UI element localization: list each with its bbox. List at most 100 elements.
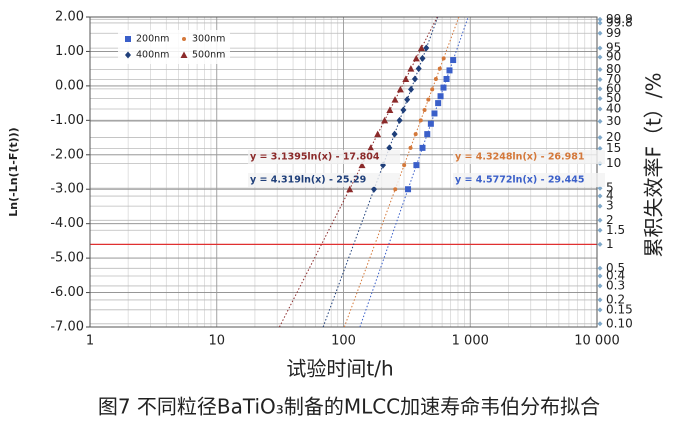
- point: [430, 87, 435, 92]
- y2-tick-label: 99: [606, 26, 621, 40]
- point: [415, 65, 422, 73]
- point: [435, 100, 442, 107]
- point: [370, 185, 377, 193]
- point: [419, 144, 426, 151]
- point: [367, 144, 375, 151]
- x-tick-label: 1 000: [452, 334, 489, 349]
- y2-tick-marker: [597, 307, 603, 313]
- y2-tick-label: 50: [606, 91, 621, 105]
- point: [443, 76, 450, 82]
- y-tick-label: 1.00: [55, 44, 84, 59]
- point: [427, 120, 434, 127]
- fit-label-box: [453, 150, 605, 164]
- fit-label: y = 4.319ln(x) - 25.29: [250, 175, 366, 186]
- y2-tick-marker: [597, 30, 603, 36]
- point: [437, 93, 444, 100]
- y2-tick-label: 99.9: [606, 12, 633, 26]
- y-tick-label: -1.00: [50, 113, 84, 128]
- y2-tick-label: 10: [606, 156, 621, 170]
- point: [408, 145, 413, 150]
- y2-tick-label: 3: [606, 199, 614, 213]
- y2-tick-marker: [597, 66, 603, 72]
- y2-tick-label: 20: [606, 130, 621, 144]
- point: [426, 97, 431, 102]
- legend: 200nm 300nm 400nm 500nm: [118, 30, 230, 64]
- point: [396, 85, 404, 93]
- y2-tick-label: 1: [606, 237, 614, 251]
- y2-tick-marker: [597, 106, 603, 112]
- x-axis-label: 试验时间t/h: [286, 357, 393, 381]
- legend-label: 300nm: [192, 34, 225, 45]
- point: [391, 130, 398, 138]
- x-tick-label: 10: [208, 334, 225, 349]
- y2-tick-label: 30: [606, 114, 621, 128]
- point: [402, 75, 410, 82]
- point: [423, 44, 430, 52]
- y2-tick-marker: [597, 86, 603, 92]
- y2-tick-marker: [597, 16, 603, 22]
- legend-marker: [125, 51, 131, 59]
- y2-tick-label: 0.15: [606, 302, 633, 316]
- y-tick-label: -3.00: [50, 182, 84, 197]
- point: [441, 56, 446, 61]
- y2-tick-marker: [597, 45, 603, 51]
- point: [424, 131, 431, 138]
- y2-tick-label: 15: [606, 141, 621, 155]
- point: [381, 116, 389, 124]
- y2-tick-marker: [597, 118, 603, 124]
- point: [422, 108, 427, 112]
- y-tick-label: -5.00: [50, 251, 84, 266]
- point: [358, 161, 366, 169]
- fit-label-box: [453, 173, 605, 187]
- y-tick-label: -2.00: [50, 147, 84, 162]
- y2-tick-marker: [597, 321, 603, 327]
- x-tick-label: 100: [331, 334, 356, 349]
- y2-tick-label: 99.8: [606, 15, 633, 29]
- y2-tick-label: 1.5: [606, 223, 625, 237]
- point: [374, 130, 382, 138]
- y2-tick-label: 0.10: [606, 316, 633, 330]
- point: [393, 187, 398, 192]
- y2-tick-marker: [597, 20, 603, 26]
- fit-line: [322, 17, 439, 327]
- point: [404, 96, 411, 104]
- point: [431, 110, 438, 117]
- y-tick-label: -7.00: [50, 320, 84, 335]
- y2-tick-marker: [597, 217, 603, 223]
- y2-tick-marker: [597, 227, 603, 233]
- y2-tick-label: 40: [606, 102, 621, 116]
- y2-tick-label: 60: [606, 81, 621, 95]
- legend-label: 500nm: [192, 50, 225, 61]
- y2-tick-marker: [597, 193, 603, 199]
- y2-tick-marker: [597, 145, 603, 151]
- point: [433, 77, 438, 81]
- fit-line: [343, 17, 460, 327]
- y2-tick-marker: [597, 76, 603, 82]
- x-tick-label: 1: [86, 334, 94, 349]
- fit-label: y = 4.5772ln(x) - 29.445: [455, 175, 584, 186]
- point: [411, 75, 418, 83]
- point: [386, 106, 394, 113]
- y-tick-label: 2.00: [55, 10, 84, 25]
- y2-tick-marker: [597, 203, 603, 209]
- fit-label-box: [248, 173, 400, 187]
- y2-tick-label: 4: [606, 189, 614, 203]
- y2-tick-marker: [597, 265, 603, 271]
- point: [419, 54, 426, 62]
- y2-tick-label: 95: [606, 41, 621, 55]
- x-tick-label: 10 000: [574, 334, 620, 349]
- y2-tick-marker: [597, 54, 603, 60]
- caption: 图7 不同粒径BaTiO₃制备的MLCC加速寿命韦伯分布拟合: [98, 395, 600, 419]
- point: [413, 162, 420, 169]
- point: [446, 67, 453, 74]
- point: [440, 84, 447, 91]
- legend-marker: [125, 36, 131, 42]
- y2-tick-label: 80: [606, 62, 621, 76]
- y2-tick-label: 90: [606, 50, 621, 64]
- point: [391, 96, 399, 103]
- point: [386, 144, 393, 152]
- legend-label: 200nm: [136, 34, 169, 45]
- point: [407, 65, 415, 72]
